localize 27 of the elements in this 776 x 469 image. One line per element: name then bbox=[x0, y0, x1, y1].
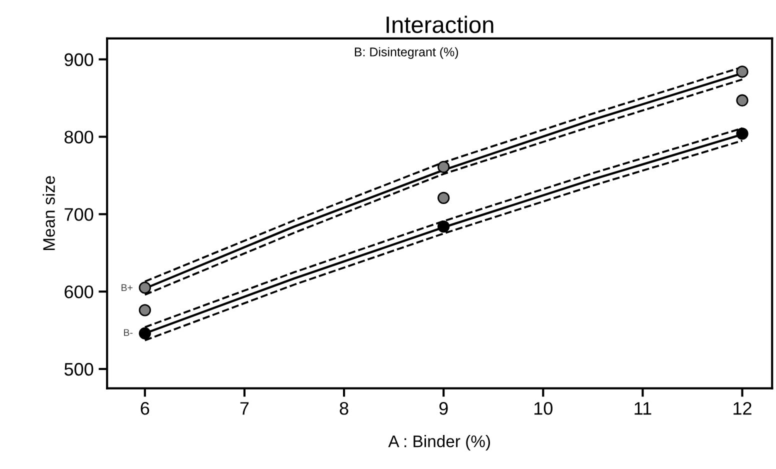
chart-title: Interaction bbox=[386, 16, 494, 34]
point bbox=[438, 160, 450, 174]
x-tick-label: 10 bbox=[534, 402, 552, 415]
x-axis-title: A : Binder (%) bbox=[388, 435, 490, 451]
x-tick-label: 8 bbox=[340, 402, 348, 415]
point bbox=[736, 94, 748, 106]
y-tick-label: 500 bbox=[64, 362, 94, 376]
y-tick-label: 700 bbox=[64, 208, 94, 221]
point bbox=[138, 327, 151, 340]
series-label: B- bbox=[124, 329, 133, 336]
series-label: B+ bbox=[122, 284, 132, 291]
y-tick-label: 600 bbox=[64, 286, 94, 298]
y-tick-label: 900 bbox=[64, 53, 94, 66]
x-tick-label: 6 bbox=[140, 402, 150, 415]
point bbox=[138, 282, 151, 294]
point bbox=[438, 220, 450, 233]
y-tick-label: 800 bbox=[64, 130, 94, 144]
x-tick-label: 11 bbox=[634, 402, 652, 415]
x-tick-label: 9 bbox=[439, 402, 448, 415]
x-tick-label: 7 bbox=[240, 402, 249, 415]
point bbox=[438, 192, 450, 204]
point bbox=[736, 66, 748, 78]
y-axis-title: Mean size bbox=[42, 176, 55, 250]
x-tick-label: 12 bbox=[734, 402, 752, 415]
point bbox=[736, 128, 748, 140]
legend-title: B: Disintegrant (%) bbox=[354, 47, 458, 59]
point bbox=[138, 304, 151, 316]
